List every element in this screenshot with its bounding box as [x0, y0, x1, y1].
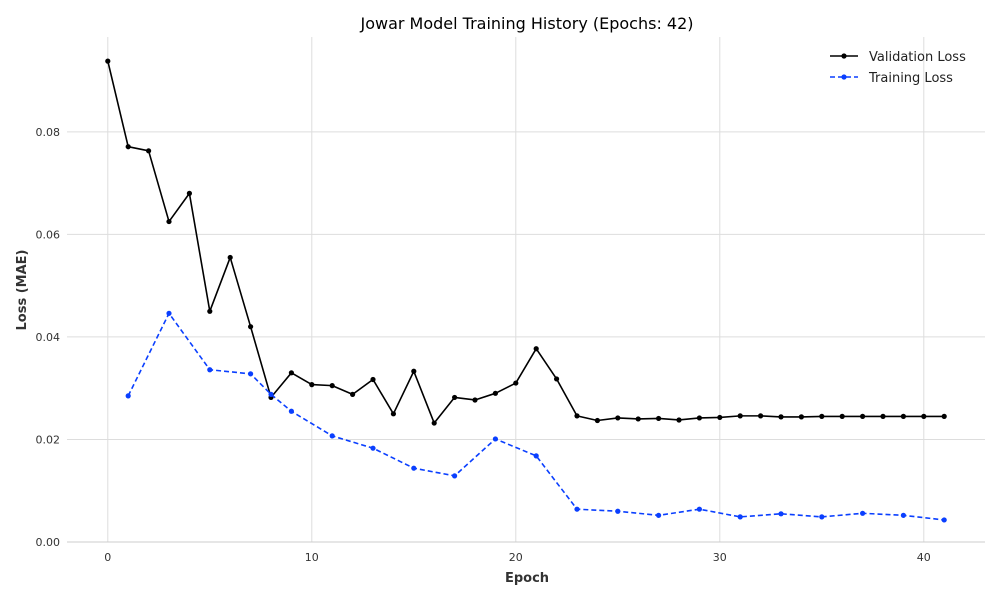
data-point [737, 514, 743, 520]
data-point [921, 413, 927, 419]
x-tick-label: 30 [713, 551, 727, 564]
data-point [472, 397, 478, 403]
data-point [452, 473, 458, 479]
y-tick-label: 0.06 [36, 228, 61, 241]
data-point [615, 415, 621, 421]
data-point [288, 370, 294, 376]
data-point [798, 414, 805, 420]
data-point [309, 382, 315, 388]
data-point [860, 510, 866, 516]
data-point [105, 58, 111, 64]
data-point [839, 413, 845, 419]
data-point [778, 414, 784, 420]
y-axis-label: Loss (MAE) [15, 250, 30, 331]
data-point [288, 408, 294, 414]
data-point [941, 413, 947, 419]
x-axis-label: Epoch [505, 571, 549, 586]
data-point [635, 416, 641, 422]
series-training-loss [125, 310, 947, 523]
data-point [125, 393, 131, 399]
data-point [166, 218, 172, 225]
legend-training-marker [841, 74, 847, 80]
data-point [778, 511, 784, 517]
data-point [737, 413, 743, 419]
x-tick-label: 20 [509, 551, 523, 564]
data-point [370, 445, 376, 451]
data-point [431, 420, 437, 426]
grid [67, 37, 985, 542]
series-validation-loss [105, 58, 947, 426]
x-tick-label: 10 [305, 551, 319, 564]
data-point [370, 376, 376, 383]
data-point [492, 436, 498, 442]
y-tick-label: 0.04 [36, 331, 61, 344]
data-point [696, 506, 703, 512]
data-point [248, 371, 254, 377]
data-point [350, 391, 356, 397]
series-layer [105, 58, 947, 523]
data-point [207, 308, 213, 314]
data-point [554, 376, 560, 382]
data-point [166, 310, 172, 316]
data-point [574, 506, 580, 512]
series-line [107, 60, 945, 424]
data-point [717, 414, 723, 421]
x-tick-label: 0 [104, 551, 111, 564]
data-point [452, 394, 458, 401]
data-point [186, 190, 192, 196]
legend-validation-label: Validation Loss [869, 50, 966, 65]
data-point [125, 144, 131, 150]
data-point [513, 380, 519, 386]
data-point [207, 367, 213, 373]
chart-title: Jowar Model Training History (Epochs: 42… [359, 14, 693, 33]
data-point [574, 413, 580, 419]
data-point [248, 324, 254, 330]
data-point [880, 413, 886, 419]
data-point [533, 453, 539, 459]
data-point [819, 514, 825, 520]
data-point [411, 465, 417, 471]
data-point [492, 390, 498, 396]
data-point [941, 517, 947, 523]
x-ticks: 0 10 20 30 40 [104, 551, 931, 564]
data-point [615, 508, 621, 514]
series-line [127, 312, 945, 521]
data-point [329, 383, 335, 389]
x-tick-label: 40 [917, 551, 931, 564]
data-point [146, 148, 152, 154]
legend-validation-marker [841, 53, 847, 59]
data-point [656, 415, 662, 422]
data-point [758, 413, 764, 419]
data-point [900, 413, 907, 419]
legend: Validation Loss Training Loss [830, 50, 966, 86]
data-point [656, 512, 662, 518]
y-tick-label: 0.02 [36, 433, 61, 446]
legend-training-label: Training Loss [868, 71, 953, 86]
data-point [819, 413, 825, 419]
data-point [533, 346, 539, 352]
data-point [411, 368, 417, 374]
data-point [227, 254, 233, 261]
data-point [860, 413, 866, 419]
data-point [696, 415, 703, 421]
data-point [676, 417, 682, 423]
y-ticks: 0.00 0.02 0.04 0.06 0.08 [36, 126, 61, 549]
y-tick-label: 0.08 [36, 126, 61, 139]
data-point [268, 391, 274, 397]
data-point [594, 417, 601, 424]
data-point [329, 433, 335, 439]
data-point [900, 512, 907, 518]
data-point [390, 411, 396, 417]
y-tick-label: 0.00 [36, 536, 61, 549]
